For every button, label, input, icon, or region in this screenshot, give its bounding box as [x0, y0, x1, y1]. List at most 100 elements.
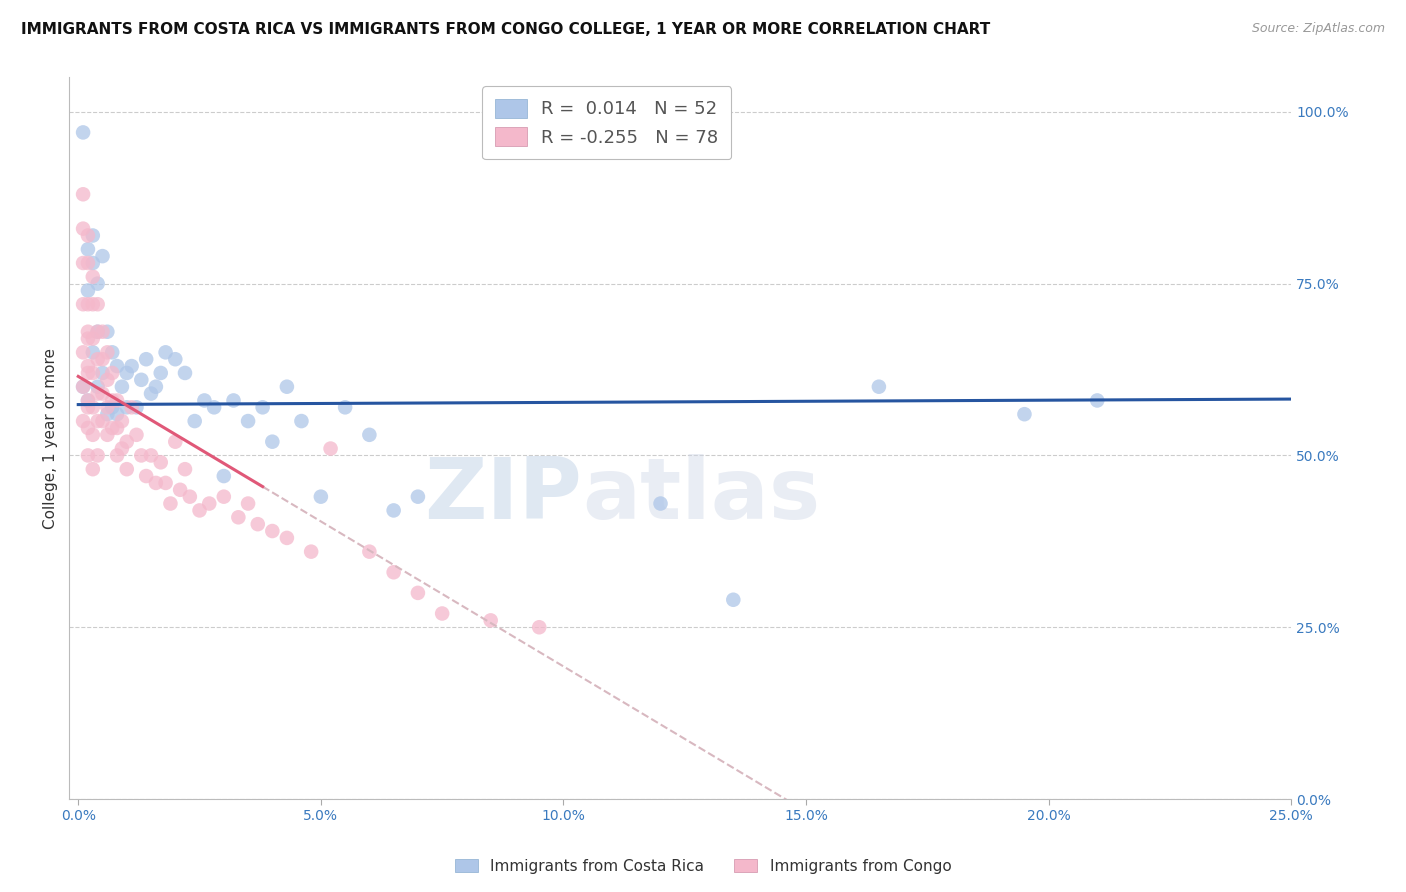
Point: [359, 427, 381, 442]
Point: [262, 524, 284, 538]
Point: [96, 427, 118, 442]
Point: [406, 586, 429, 600]
Point: [149, 366, 172, 380]
Point: [96, 345, 118, 359]
Point: [91, 386, 114, 401]
Point: [115, 366, 138, 380]
Legend: Immigrants from Costa Rica, Immigrants from Congo: Immigrants from Costa Rica, Immigrants f…: [449, 853, 957, 880]
Point: [262, 434, 284, 449]
Point: [86, 380, 108, 394]
Point: [101, 421, 124, 435]
Point: [228, 510, 250, 524]
Point: [77, 393, 100, 408]
Point: [91, 414, 114, 428]
Y-axis label: College, 1 year or more: College, 1 year or more: [44, 348, 58, 529]
Point: [77, 421, 100, 435]
Text: atlas: atlas: [582, 455, 820, 538]
Point: [382, 503, 405, 517]
Point: [139, 386, 162, 401]
Point: [86, 297, 108, 311]
Point: [309, 490, 332, 504]
Point: [246, 517, 269, 532]
Point: [174, 366, 197, 380]
Point: [198, 497, 221, 511]
Point: [276, 531, 298, 545]
Point: [165, 434, 187, 449]
Point: [72, 345, 94, 359]
Point: [159, 497, 181, 511]
Point: [155, 345, 177, 359]
Point: [86, 449, 108, 463]
Point: [319, 442, 342, 456]
Point: [131, 373, 153, 387]
Text: Source: ZipAtlas.com: Source: ZipAtlas.com: [1251, 22, 1385, 36]
Point: [111, 380, 134, 394]
Point: [82, 269, 104, 284]
Point: [72, 187, 94, 202]
Point: [145, 380, 167, 394]
Point: [155, 475, 177, 490]
Point: [86, 277, 108, 291]
Point: [290, 414, 312, 428]
Point: [115, 401, 138, 415]
Point: [77, 325, 100, 339]
Point: [86, 325, 108, 339]
Point: [406, 490, 429, 504]
Point: [174, 462, 197, 476]
Point: [77, 332, 100, 346]
Text: ZIP: ZIP: [425, 455, 582, 538]
Point: [165, 352, 187, 367]
Point: [77, 366, 100, 380]
Point: [145, 475, 167, 490]
Point: [96, 325, 118, 339]
Point: [77, 284, 100, 298]
Point: [723, 592, 745, 607]
Point: [77, 359, 100, 373]
Point: [96, 407, 118, 421]
Point: [252, 401, 274, 415]
Point: [125, 401, 148, 415]
Point: [149, 455, 172, 469]
Point: [91, 366, 114, 380]
Point: [82, 256, 104, 270]
Point: [82, 427, 104, 442]
Point: [236, 414, 259, 428]
Point: [430, 607, 453, 621]
Point: [77, 297, 100, 311]
Point: [101, 345, 124, 359]
Point: [868, 380, 890, 394]
Point: [91, 325, 114, 339]
Point: [77, 242, 100, 256]
Point: [276, 380, 298, 394]
Point: [650, 497, 672, 511]
Point: [299, 544, 322, 558]
Point: [179, 490, 201, 504]
Text: IMMIGRANTS FROM COSTA RICA VS IMMIGRANTS FROM CONGO COLLEGE, 1 YEAR OR MORE CORR: IMMIGRANTS FROM COSTA RICA VS IMMIGRANTS…: [21, 22, 990, 37]
Point: [91, 249, 114, 263]
Point: [72, 414, 94, 428]
Point: [82, 462, 104, 476]
Point: [77, 256, 100, 270]
Point: [86, 325, 108, 339]
Point: [96, 401, 118, 415]
Point: [183, 414, 205, 428]
Point: [212, 490, 235, 504]
Point: [105, 359, 128, 373]
Point: [125, 427, 148, 442]
Point: [105, 449, 128, 463]
Point: [86, 414, 108, 428]
Point: [188, 503, 211, 517]
Point: [72, 256, 94, 270]
Point: [91, 352, 114, 367]
Point: [82, 297, 104, 311]
Point: [212, 469, 235, 483]
Point: [105, 407, 128, 421]
Point: [77, 401, 100, 415]
Point: [72, 221, 94, 235]
Point: [72, 125, 94, 139]
Point: [72, 380, 94, 394]
Point: [72, 380, 94, 394]
Point: [529, 620, 551, 634]
Point: [72, 297, 94, 311]
Point: [105, 393, 128, 408]
